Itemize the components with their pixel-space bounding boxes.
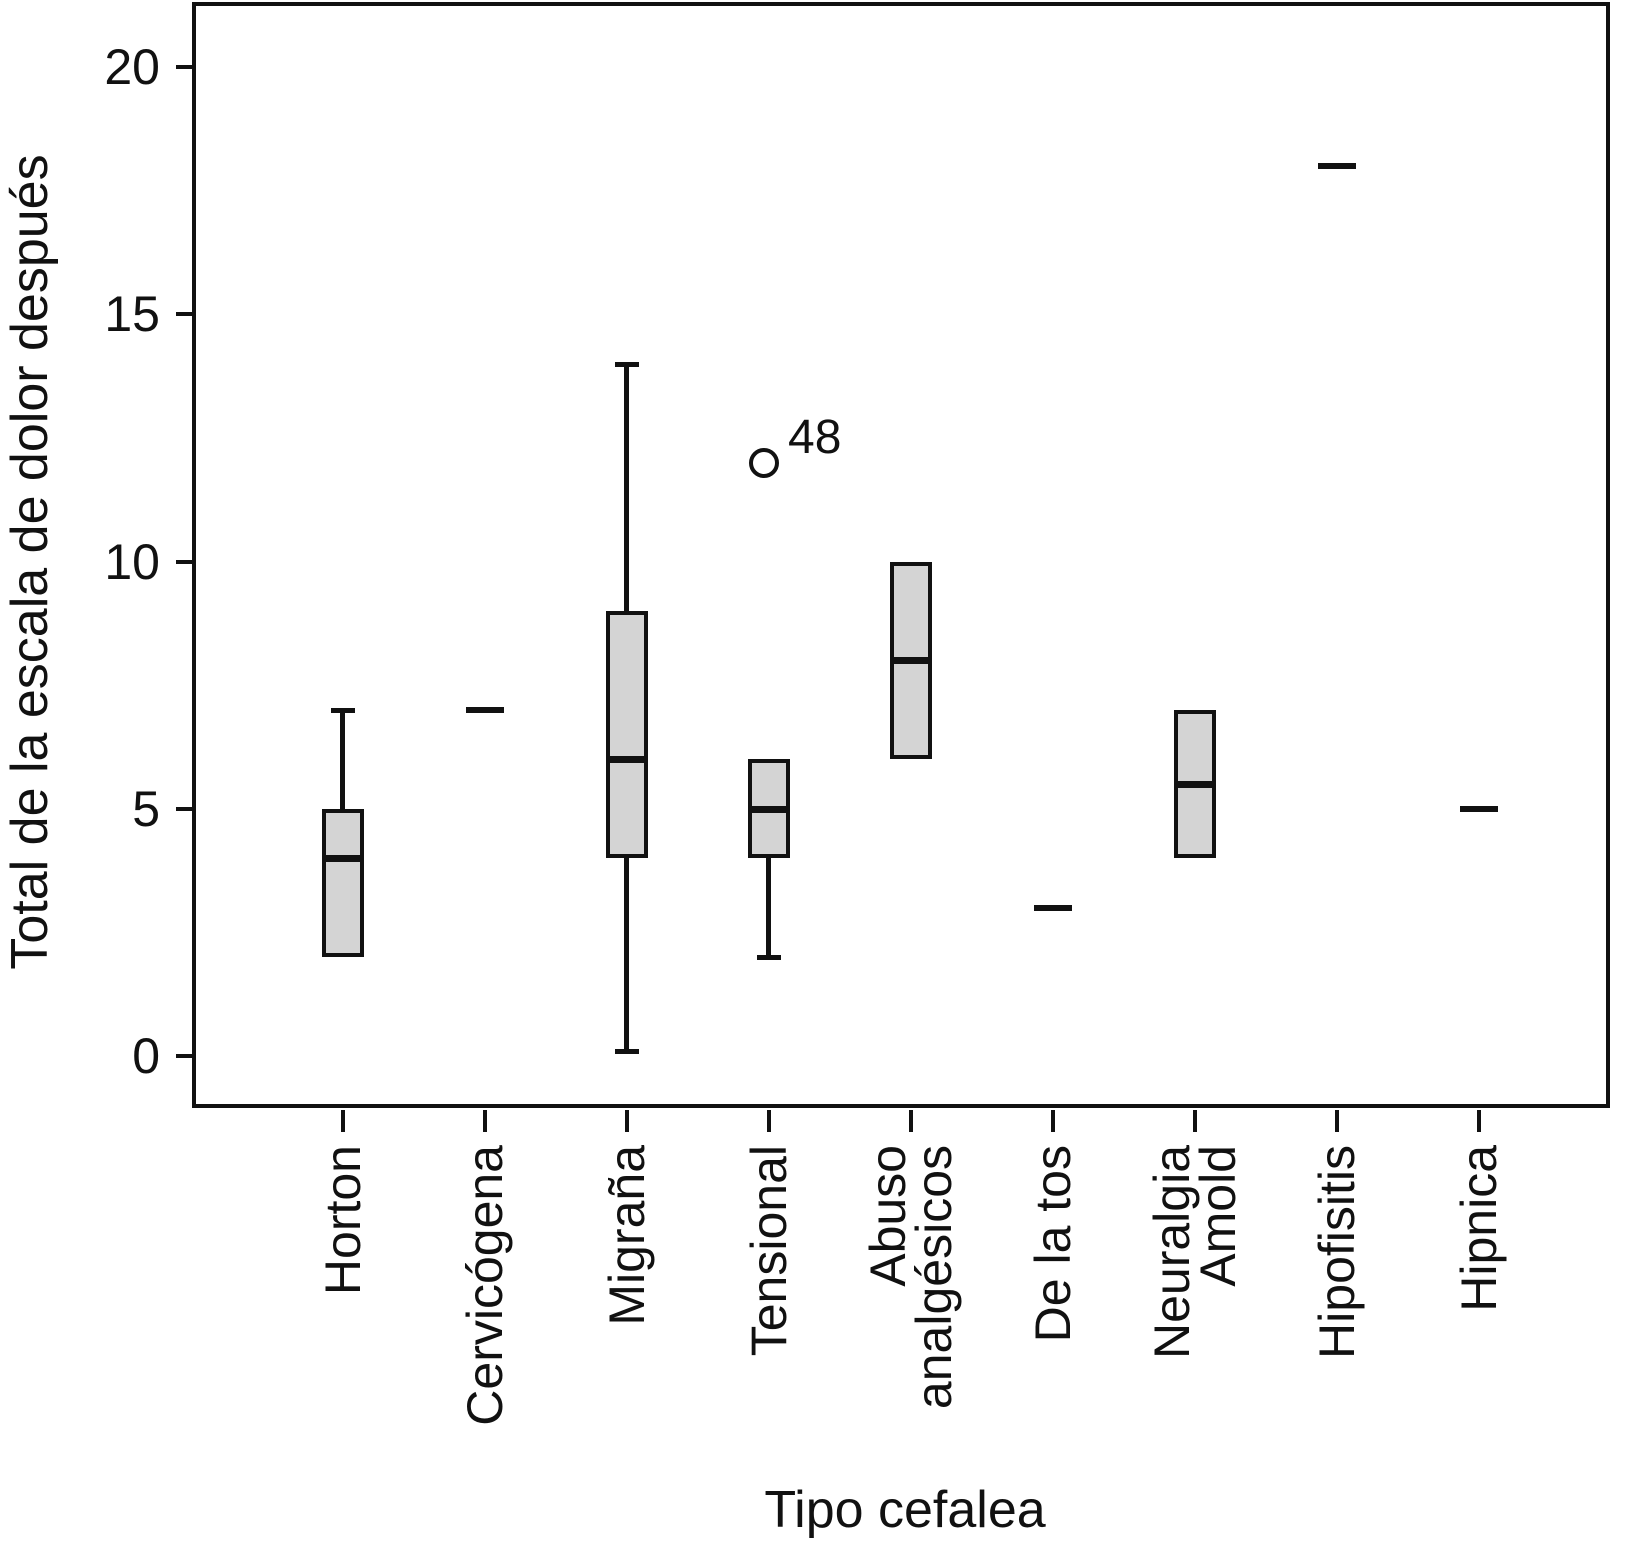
x-tick-mark: [1335, 1110, 1339, 1132]
x-tick-mark: [483, 1110, 487, 1132]
y-tick-mark: [176, 807, 194, 811]
category-label: Migraña: [599, 1145, 655, 1326]
median-line: [890, 657, 932, 664]
box: [606, 611, 648, 858]
whisker-cap: [331, 708, 355, 713]
whisker-line: [624, 858, 629, 1051]
category-label: De la tos: [1025, 1145, 1081, 1343]
outlier-label: 48: [788, 411, 842, 464]
x-tick-mark: [341, 1110, 345, 1132]
median-line: [322, 855, 364, 862]
whisker-line: [766, 858, 771, 957]
y-tick-mark: [176, 560, 194, 564]
category-label: Tensional: [741, 1145, 797, 1357]
whisker-line: [340, 710, 345, 809]
outlier-circle: [749, 448, 779, 478]
x-tick-mark: [1051, 1110, 1055, 1132]
y-tick-label: 0: [132, 1028, 160, 1084]
single-value-line: [1460, 806, 1498, 812]
x-tick-mark: [1193, 1110, 1197, 1132]
y-tick-label: 15: [104, 286, 160, 342]
category-label: analgésicos: [906, 1145, 962, 1410]
plot-area: [192, 2, 1610, 1108]
x-tick-mark: [1477, 1110, 1481, 1132]
y-tick-label: 5: [132, 781, 160, 837]
category-label: Amold: [1190, 1145, 1246, 1287]
median-line: [1174, 781, 1216, 788]
whisker-line: [624, 364, 629, 611]
y-tick-label: 10: [104, 534, 160, 590]
single-value-line: [1034, 905, 1072, 911]
category-label: Horton: [315, 1145, 371, 1296]
single-value-line: [466, 707, 504, 713]
y-tick-mark: [176, 312, 194, 316]
category-label: Hipnica: [1451, 1145, 1507, 1312]
median-line: [606, 756, 648, 763]
single-value-line: [1318, 163, 1356, 169]
x-axis-title: Tipo cefalea: [764, 1481, 1046, 1539]
whisker-cap: [615, 362, 639, 367]
x-tick-mark: [767, 1110, 771, 1132]
box: [322, 809, 364, 957]
x-tick-mark: [909, 1110, 913, 1132]
y-tick-label: 20: [104, 39, 160, 95]
whisker-cap: [757, 955, 781, 960]
median-line: [748, 806, 790, 813]
y-tick-mark: [176, 1054, 194, 1058]
whisker-cap: [615, 1049, 639, 1054]
category-label: Neuralgia: [1144, 1145, 1200, 1360]
category-label: Abuso: [860, 1145, 916, 1287]
y-tick-mark: [176, 65, 194, 69]
category-label: Hipofisitis: [1309, 1145, 1365, 1359]
x-tick-mark: [625, 1110, 629, 1132]
category-label: Cervicógena: [457, 1145, 513, 1426]
